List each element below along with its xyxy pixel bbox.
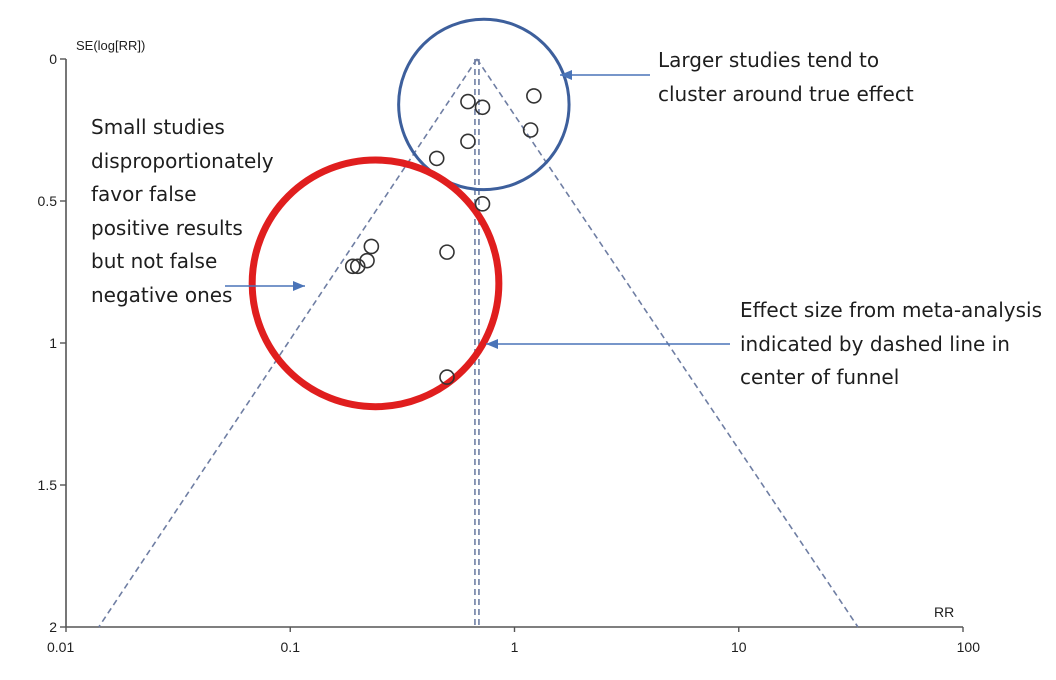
study-point: [439, 369, 455, 385]
annotation-small-studies: Small studies disproportionately favor f…: [91, 115, 274, 307]
x-tick-label: 100: [957, 639, 981, 655]
large-studies-arrow-head: [560, 70, 572, 80]
y-tick-label: 2: [49, 619, 57, 635]
study-point: [474, 99, 491, 116]
y-axis-title: SE(log[RR]): [76, 38, 145, 53]
y-tick-label: 0: [49, 51, 57, 67]
y-tick-label: 1: [49, 335, 57, 351]
annotation-large-studies: Larger studies tend to cluster around tr…: [658, 48, 914, 106]
study-points: [344, 88, 542, 385]
axis-ticks: 0.01 0.1 1 10 100 0 0.5 1 1.5 2: [38, 51, 981, 655]
study-point: [474, 196, 491, 212]
study-point: [460, 93, 476, 110]
effect-size-arrow-head: [486, 339, 498, 349]
y-tick-label: 1.5: [38, 477, 58, 493]
study-point: [359, 252, 375, 269]
small-studies-arrow-head: [293, 281, 305, 291]
highlight-circles: [248, 17, 571, 411]
annotation-effect-size: Effect size from meta-analysis indicated…: [740, 298, 1043, 389]
x-tick-label: 1: [511, 639, 519, 655]
large-studies-highlight-circle: [397, 17, 571, 192]
x-tick-label: 0.01: [47, 639, 74, 655]
small-studies-highlight-circle: [248, 156, 503, 411]
x-tick-label: 10: [731, 639, 747, 655]
study-point: [344, 258, 361, 275]
study-point: [526, 88, 542, 104]
study-point: [349, 258, 366, 275]
study-point: [428, 150, 445, 167]
study-point: [439, 244, 455, 260]
study-point: [460, 133, 476, 150]
study-point: [363, 238, 380, 255]
x-tick-label: 0.1: [281, 639, 301, 655]
y-tick-label: 0.5: [38, 193, 58, 209]
funnel-right-line: [476, 58, 859, 628]
annotation-arrows: [225, 70, 730, 349]
x-axis-title: RR: [934, 604, 954, 620]
study-point: [522, 122, 539, 138]
